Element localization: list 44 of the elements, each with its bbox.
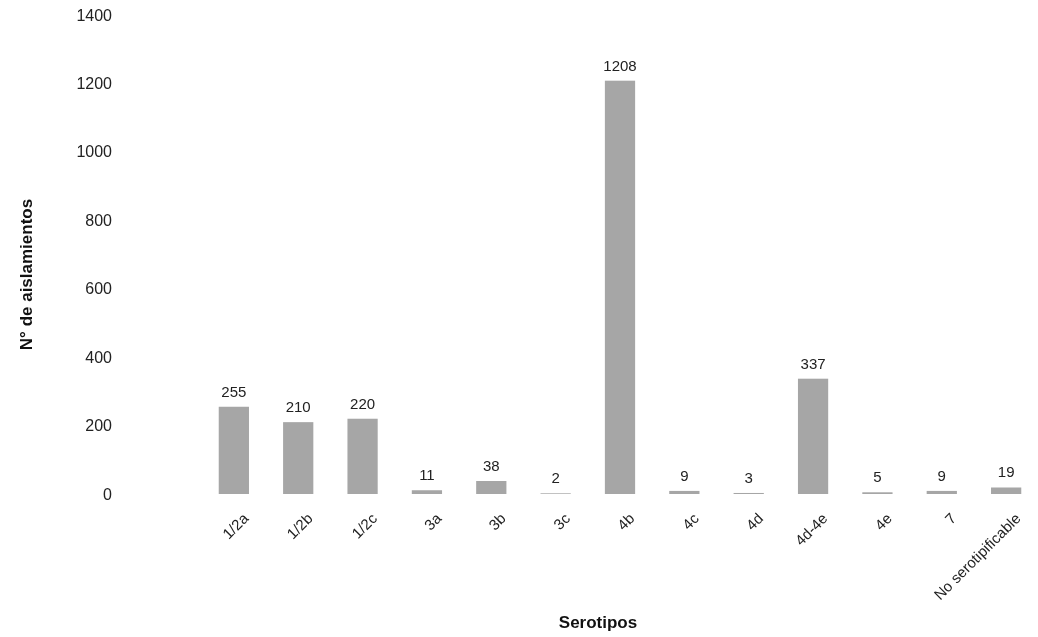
data-label: 210 xyxy=(285,398,311,416)
y-tick-label: 400 xyxy=(85,348,113,366)
x-tick-label: 1/2c xyxy=(348,509,381,542)
bar xyxy=(411,490,443,494)
y-tick-label: 1000 xyxy=(76,143,113,161)
data-label: 337 xyxy=(800,354,826,372)
x-tick-label: 3b xyxy=(485,509,509,534)
x-tick-label: 4c xyxy=(678,509,703,533)
data-label: 38 xyxy=(482,457,500,474)
bar xyxy=(669,490,700,494)
data-label: 255 xyxy=(221,382,247,400)
data-label: 220 xyxy=(350,394,376,412)
bar xyxy=(283,422,314,494)
bar xyxy=(604,80,636,494)
x-axis-title: Serotipos xyxy=(558,613,638,632)
data-label: 1208 xyxy=(603,56,637,74)
data-label: 11 xyxy=(419,466,435,484)
y-tick-label: 600 xyxy=(85,280,113,298)
x-tick-label: 4d xyxy=(742,509,767,534)
data-label: 2 xyxy=(551,469,560,487)
data-label: 9 xyxy=(680,466,689,484)
y-tick-label: 1400 xyxy=(76,6,113,24)
bar xyxy=(991,487,1022,494)
y-axis-title: N° de aislamientos xyxy=(17,198,36,351)
bar xyxy=(218,406,249,494)
x-tick-label: 3c xyxy=(549,509,574,533)
data-label: 19 xyxy=(997,463,1015,481)
bar xyxy=(797,378,829,494)
x-tick-label: 4e xyxy=(871,509,895,534)
bar xyxy=(926,490,957,494)
x-tick-label: 7 xyxy=(941,509,960,528)
data-label: 5 xyxy=(873,468,882,486)
data-label: 9 xyxy=(937,466,946,484)
y-tick-label: 1200 xyxy=(76,75,113,93)
y-tick-label: 0 xyxy=(103,485,113,503)
data-label: 3 xyxy=(744,468,753,486)
y-tick-label: 200 xyxy=(85,417,113,435)
y-tick-label: 800 xyxy=(85,211,113,229)
bar xyxy=(347,418,378,494)
x-tick-label: 4b xyxy=(613,509,638,534)
x-tick-label: 3a xyxy=(420,509,445,534)
x-tick-label: 1/2b xyxy=(283,509,316,543)
bar xyxy=(476,481,507,494)
x-tick-label: 1/2a xyxy=(218,509,252,543)
